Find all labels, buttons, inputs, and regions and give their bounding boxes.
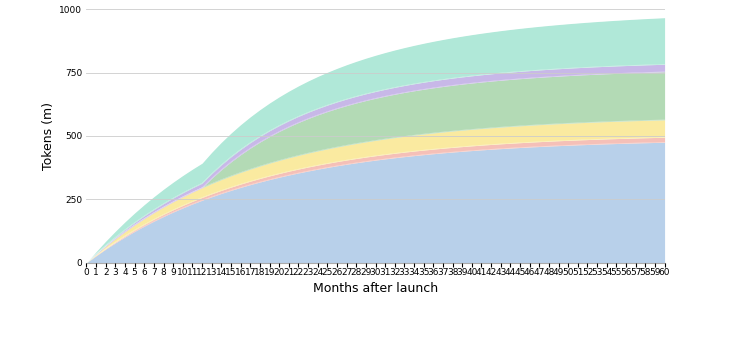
Y-axis label: Tokens (m): Tokens (m) (42, 102, 55, 170)
X-axis label: Months after launch: Months after launch (313, 282, 438, 295)
